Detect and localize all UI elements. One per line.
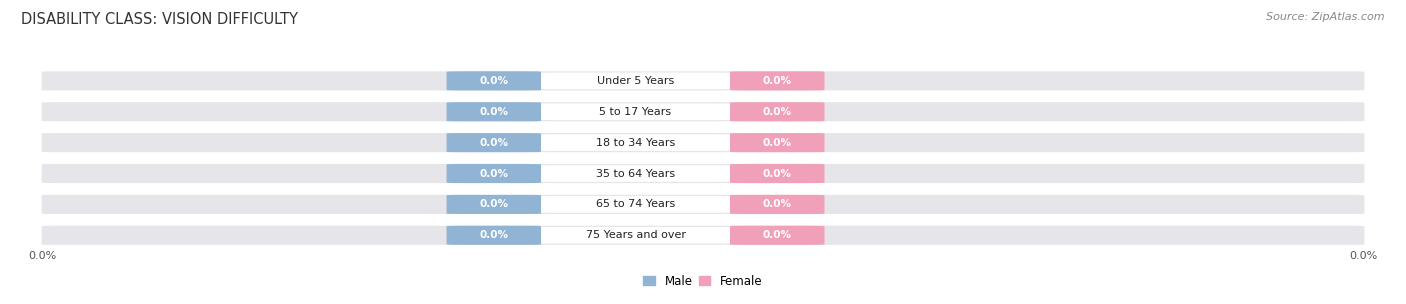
FancyBboxPatch shape	[447, 164, 541, 183]
FancyBboxPatch shape	[541, 73, 730, 89]
FancyBboxPatch shape	[541, 134, 730, 151]
FancyBboxPatch shape	[730, 164, 824, 183]
Legend: Male, Female: Male, Female	[638, 270, 768, 292]
FancyBboxPatch shape	[730, 71, 824, 91]
FancyBboxPatch shape	[42, 133, 1364, 152]
FancyBboxPatch shape	[541, 196, 730, 213]
Text: 0.0%: 0.0%	[762, 168, 792, 178]
Text: 0.0%: 0.0%	[479, 199, 509, 209]
FancyBboxPatch shape	[730, 195, 824, 214]
Text: 0.0%: 0.0%	[479, 230, 509, 240]
Text: 75 Years and over: 75 Years and over	[585, 230, 686, 240]
FancyBboxPatch shape	[447, 133, 541, 152]
Text: 5 to 17 Years: 5 to 17 Years	[599, 107, 672, 117]
FancyBboxPatch shape	[42, 195, 1364, 214]
FancyBboxPatch shape	[730, 133, 824, 152]
Text: 0.0%: 0.0%	[762, 107, 792, 117]
Text: 0.0%: 0.0%	[762, 199, 792, 209]
FancyBboxPatch shape	[730, 226, 824, 245]
FancyBboxPatch shape	[447, 226, 541, 245]
Text: DISABILITY CLASS: VISION DIFFICULTY: DISABILITY CLASS: VISION DIFFICULTY	[21, 12, 298, 27]
FancyBboxPatch shape	[541, 103, 730, 120]
FancyBboxPatch shape	[730, 102, 824, 121]
Text: 65 to 74 Years: 65 to 74 Years	[596, 199, 675, 209]
Text: 0.0%: 0.0%	[479, 76, 509, 86]
FancyBboxPatch shape	[42, 102, 1364, 121]
Text: 0.0%: 0.0%	[28, 251, 56, 261]
FancyBboxPatch shape	[541, 227, 730, 244]
FancyBboxPatch shape	[447, 195, 541, 214]
FancyBboxPatch shape	[541, 165, 730, 182]
Text: Under 5 Years: Under 5 Years	[598, 76, 673, 86]
FancyBboxPatch shape	[42, 164, 1364, 183]
Text: 0.0%: 0.0%	[762, 230, 792, 240]
FancyBboxPatch shape	[447, 71, 541, 91]
FancyBboxPatch shape	[447, 102, 541, 121]
Text: Source: ZipAtlas.com: Source: ZipAtlas.com	[1267, 12, 1385, 22]
Text: 35 to 64 Years: 35 to 64 Years	[596, 168, 675, 178]
Text: 0.0%: 0.0%	[479, 168, 509, 178]
Text: 0.0%: 0.0%	[762, 76, 792, 86]
FancyBboxPatch shape	[42, 71, 1364, 91]
Text: 0.0%: 0.0%	[1350, 251, 1378, 261]
Text: 0.0%: 0.0%	[762, 138, 792, 148]
Text: 0.0%: 0.0%	[479, 138, 509, 148]
FancyBboxPatch shape	[42, 226, 1364, 245]
Text: 18 to 34 Years: 18 to 34 Years	[596, 138, 675, 148]
Text: 0.0%: 0.0%	[479, 107, 509, 117]
